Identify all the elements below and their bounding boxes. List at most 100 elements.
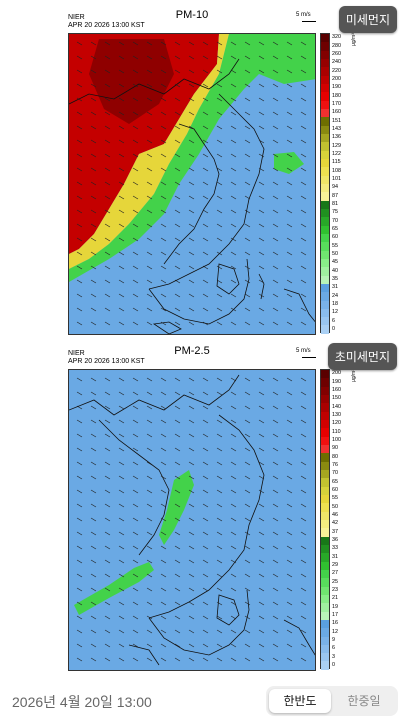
wind-arrow (300, 279, 307, 284)
colorbar-swatch (321, 444, 329, 454)
wind-arrow (188, 475, 195, 480)
wind-arrow (118, 517, 125, 522)
wind-arrow (174, 461, 181, 466)
wind-arrow (146, 545, 153, 550)
wind-arrow (272, 419, 279, 424)
wind-arrow (202, 447, 209, 452)
pm25-badge[interactable]: 초미세먼지 (327, 343, 397, 370)
wind-arrow (202, 307, 209, 312)
wind-arrow (104, 419, 111, 424)
wind-arrow (188, 601, 195, 606)
wind-arrow (160, 111, 167, 116)
pm10-badge[interactable]: 미세먼지 (338, 6, 397, 33)
wind-arrow (174, 223, 181, 228)
wind-arrow (216, 237, 223, 242)
wind-arrow (300, 55, 307, 60)
colorbar-tick-label: 40 (332, 267, 338, 274)
wind-arrow (160, 601, 167, 606)
wind-arrow (202, 83, 209, 88)
wind-arrow (132, 279, 139, 284)
wind-arrow (300, 265, 307, 270)
wind-arrow (258, 405, 265, 410)
wind-arrow (174, 489, 181, 494)
wind-arrow (104, 601, 111, 606)
region-option-kcj[interactable]: 한중일 (347, 694, 381, 708)
wind-arrow (90, 279, 97, 284)
pm25-map[interactable] (68, 369, 316, 671)
colorbar-swatch (321, 661, 329, 670)
colorbar-swatch (321, 644, 329, 654)
wind-arrow (272, 111, 279, 116)
wind-arrow (118, 433, 125, 438)
wind-arrow (160, 195, 167, 200)
pm25-colorbar (320, 369, 330, 670)
wind-arrow (188, 517, 195, 522)
wind-arrow (230, 139, 237, 144)
colorbar-swatch (321, 208, 329, 218)
pm25-colorbar-ticks: 200 190 160 150 140 130 120 110 100 90 80 76 70 65 60 5… (332, 369, 352, 669)
wind-arrow (146, 517, 153, 522)
wind-arrow (202, 545, 209, 550)
wind-arrow (258, 223, 265, 228)
wind-arrow (230, 209, 237, 214)
wind-arrow (132, 615, 139, 620)
wind-arrow (146, 307, 153, 312)
wind-arrow (146, 475, 153, 480)
wind-arrow (132, 601, 139, 606)
wind-arrow (132, 447, 139, 452)
wind-arrow (104, 181, 111, 186)
wind-arrow (174, 41, 181, 46)
wind-arrow (104, 321, 111, 326)
wind-arrow (258, 321, 265, 326)
colorbar-swatch (321, 133, 329, 143)
wind-arrow (90, 447, 97, 452)
colorbar-swatch (321, 511, 329, 520)
wind-arrow (160, 405, 167, 410)
wind-arrow (146, 419, 153, 424)
wind-arrow (230, 69, 237, 74)
wind-arrow (216, 489, 223, 494)
wind-arrow (76, 629, 83, 634)
colorbar-swatch (321, 58, 329, 68)
colorbar-tick-label: 17 (332, 611, 338, 618)
wind-arrow (174, 307, 181, 312)
wind-arrow (118, 657, 125, 662)
wind-arrow (230, 391, 237, 396)
wind-arrow (202, 559, 209, 564)
wind-arrow (300, 377, 307, 382)
colorbar-swatch (321, 233, 329, 243)
wind-arrow (202, 55, 209, 60)
wind-arrow (300, 489, 307, 494)
wind-arrow (160, 209, 167, 214)
pm10-wind-label: 5 m/s (296, 12, 311, 18)
wind-arrow (160, 139, 167, 144)
wind-arrow (132, 307, 139, 312)
pm10-very-high-zone (89, 39, 174, 124)
wind-arrow (76, 307, 83, 312)
wind-arrow (104, 545, 111, 550)
wind-arrow (90, 629, 97, 634)
region-option-korea[interactable]: 한반도 (269, 689, 331, 713)
wind-arrow (118, 153, 125, 158)
wind-arrow (160, 559, 167, 564)
wind-arrow (244, 293, 251, 298)
wind-arrow (272, 615, 279, 620)
wind-arrow (230, 517, 237, 522)
wind-arrow (146, 125, 153, 130)
wind-arrow (286, 433, 293, 438)
colorbar-tick-label: 240 (332, 59, 341, 66)
pm10-map[interactable] (68, 33, 316, 335)
wind-arrow (132, 475, 139, 480)
wind-arrow (132, 643, 139, 648)
wind-arrow (76, 153, 83, 158)
wind-arrow (286, 615, 293, 620)
wind-arrow (230, 559, 237, 564)
wind-arrow (118, 587, 125, 592)
wind-arrow (76, 559, 83, 564)
colorbar-swatch (321, 158, 329, 168)
wind-arrow (272, 629, 279, 634)
wind-arrow (160, 125, 167, 130)
wind-arrow (300, 153, 307, 158)
wind-arrow (202, 531, 209, 536)
wind-arrow (300, 573, 307, 578)
